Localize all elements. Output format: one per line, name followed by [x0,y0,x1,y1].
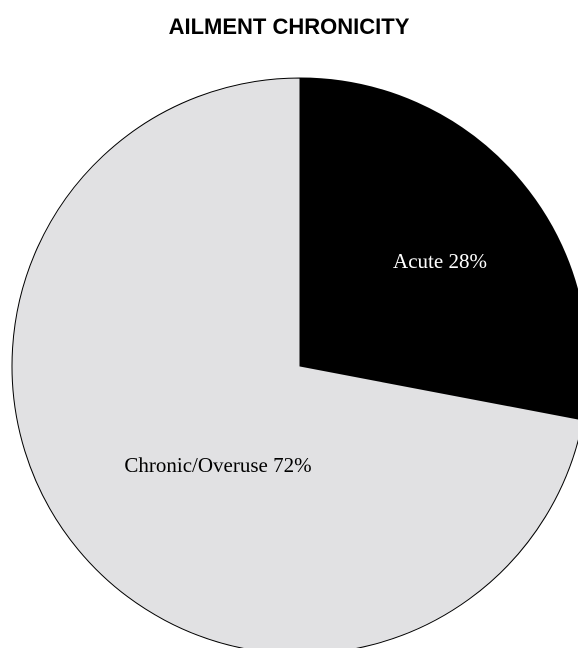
pie-slice-chronic-overuse [11,77,578,648]
pie-slice-acute [299,77,578,420]
chart-title: AILMENT CHRONICITY [168,14,410,39]
slice-label-chronic-overuse: Chronic/Overuse 72% [124,453,311,477]
slice-label-acute: Acute 28% [393,249,487,273]
